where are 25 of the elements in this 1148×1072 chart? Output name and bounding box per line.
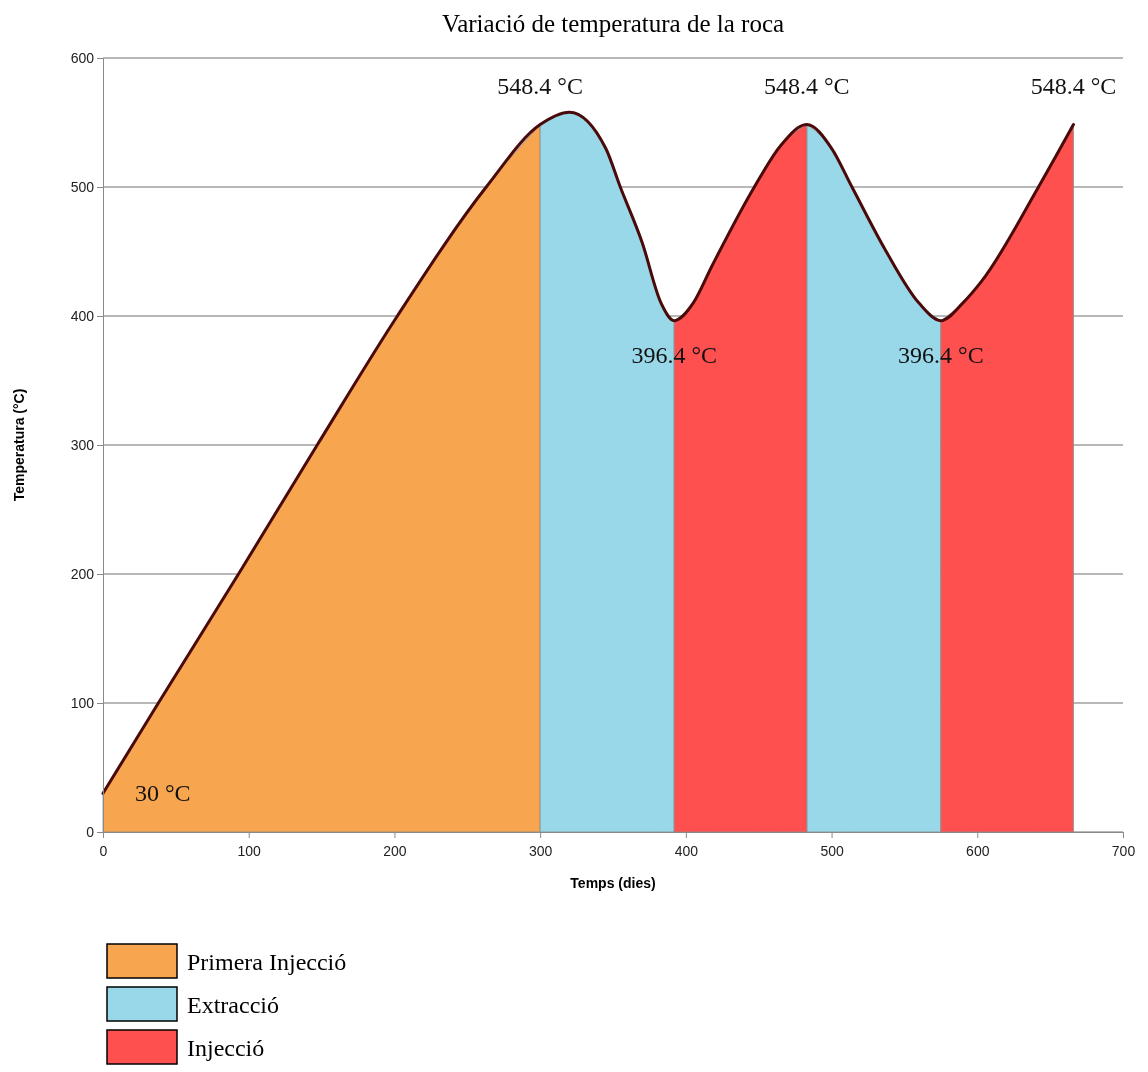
x-tick-label: 0 bbox=[99, 843, 108, 860]
x-tick-label: 600 bbox=[966, 843, 990, 860]
annotation: 30 °C bbox=[135, 780, 191, 807]
x-tick-label: 400 bbox=[674, 843, 699, 860]
annotation: 548.4 °C bbox=[497, 73, 583, 100]
x-axis-title: Temps (dies) bbox=[570, 875, 656, 891]
x-tick-label: 200 bbox=[383, 843, 407, 860]
y-tick-label: 600 bbox=[70, 49, 95, 66]
x-tick-label: 700 bbox=[1111, 843, 1136, 860]
x-tick-label: 500 bbox=[820, 843, 844, 860]
chart-title: Variació de temperatura de la roca bbox=[441, 10, 785, 37]
annotation: 548.4 °C bbox=[764, 73, 850, 100]
y-tick-label: 0 bbox=[86, 823, 95, 840]
legend-label: Primera Injecció bbox=[187, 949, 347, 975]
y-tick-label: 100 bbox=[70, 694, 95, 711]
y-tick-label: 300 bbox=[70, 436, 95, 453]
x-tick-label: 300 bbox=[528, 843, 553, 860]
y-tick-label: 400 bbox=[70, 307, 95, 324]
y-tick-label: 500 bbox=[70, 178, 95, 195]
x-tick-label: 100 bbox=[237, 843, 262, 860]
legend-label: Extracció bbox=[187, 992, 279, 1018]
y-tick-label: 200 bbox=[70, 565, 95, 582]
legend-label: Injecció bbox=[187, 1035, 265, 1061]
annotation: 548.4 °C bbox=[1030, 73, 1117, 100]
y-axis-title: Temperatura (°C) bbox=[11, 388, 27, 502]
